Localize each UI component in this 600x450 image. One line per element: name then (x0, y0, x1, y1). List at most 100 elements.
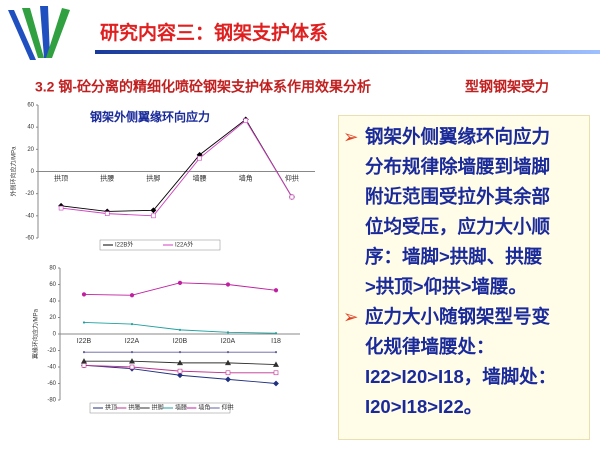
x-tick-label: 拱腰 (100, 173, 114, 182)
point (129, 364, 135, 370)
legend-box (89, 402, 231, 414)
point (243, 118, 249, 123)
header-bar (95, 50, 600, 54)
point (82, 321, 86, 324)
y-tick-label: 20 (27, 147, 34, 153)
series-line (61, 118, 293, 212)
text-line: 化规律墙腰处： (365, 336, 495, 357)
text-line: 序：墙脚>拱脚、拱腰 (365, 246, 543, 267)
y-tick-label: 40 (27, 125, 34, 131)
y-tick-label: 20 (49, 315, 56, 321)
x-tick-label: I22B (77, 338, 92, 345)
bullet-text: 钢架外侧翼缘环向应力 分布规律除墙腰到墙脚 附近范围受拉外其余部 位均受压，应力大小顺… (365, 122, 550, 302)
chart-bg (8, 95, 325, 256)
point (178, 328, 182, 331)
point (177, 368, 183, 374)
point (81, 363, 87, 368)
point (225, 282, 231, 287)
point (104, 211, 110, 216)
series-line (61, 119, 293, 217)
point (289, 194, 295, 200)
point (130, 323, 134, 326)
text-line: 应力大小随钢架型号变 (365, 306, 551, 327)
point (225, 370, 231, 376)
x-tick-label: I20A (221, 338, 236, 345)
point (273, 380, 279, 387)
y-tick-label: -40 (25, 213, 34, 219)
text-line: 钢架外侧翼缘环向应力 (365, 126, 551, 147)
point (224, 359, 232, 366)
y-tick-label: -60 (47, 381, 56, 387)
y-tick-label: 60 (27, 103, 34, 109)
point (150, 207, 157, 214)
point (130, 351, 134, 354)
x-tick-label: 墙角 (239, 173, 253, 182)
y-tick-label: 40 (49, 299, 56, 305)
y-axis-label: 翼缘环向应力/MPa (32, 308, 40, 359)
bullet-icon: ➢ (343, 126, 359, 147)
legend-label: 墙角 (198, 404, 210, 412)
text-line: >拱顶>仰拱>墙腰。 (365, 276, 527, 297)
bullet: ➢ 钢架外侧翼缘环向应力 分布规律除墙腰到墙脚 附近范围受拉外其余部 位均受压，应力大小… (343, 122, 585, 302)
y-tick-label: -60 (25, 236, 34, 242)
point (178, 351, 182, 354)
point (58, 205, 64, 211)
x-tick-label: 仰拱 (285, 173, 299, 182)
legend-label: I22B外 (115, 241, 133, 249)
bullet-text: 应力大小随钢架型号变 化规律墙腰处： I22>I20>I18，墙脚处： I20>I18… (365, 302, 556, 422)
y-tick-label: 0 (53, 332, 57, 338)
point (82, 351, 86, 354)
point (273, 288, 279, 293)
y-tick-label: -80 (47, 398, 56, 404)
point (274, 332, 278, 335)
chart-bg (30, 258, 310, 419)
legend-box (99, 239, 221, 251)
x-tick-label: 墙腰 (193, 173, 207, 182)
topic: 型钢钢架受力 (465, 79, 549, 95)
y-tick-label: -40 (47, 365, 56, 371)
text-box: ➢ 钢架外侧翼缘环向应力 分布规律除墙腰到墙脚 附近范围受拉外其余部 位均受压，应力大小… (338, 115, 590, 440)
point (274, 351, 278, 354)
text-line: 分布规律除墙腰到墙脚 (365, 156, 551, 177)
header-title: 研究内容三：钢架支护体系 (100, 21, 328, 44)
x-tick-label: I20B (173, 338, 188, 345)
y-tick-label: 60 (49, 282, 56, 288)
point (226, 331, 230, 334)
section-title: 3.2 钢-砼分离的精细化喷砼钢架支护体系作用效果分析 (35, 79, 371, 95)
point (129, 293, 135, 298)
bullet-icon: ➢ (343, 306, 359, 327)
annotation: 钢架外侧翼缘环向应力 (90, 109, 210, 124)
point (128, 358, 136, 364)
x-tick-label: I22A (125, 338, 140, 345)
y-tick-label: -20 (25, 191, 34, 197)
x-tick-label: 拱脚 (146, 173, 160, 182)
legend-label: 拱腰 (128, 404, 140, 412)
y-tick-label: -20 (47, 348, 56, 354)
point (81, 292, 87, 297)
point (273, 370, 279, 376)
text-line: I22>I20>I18，墙脚处： (365, 366, 557, 387)
point (272, 361, 280, 367)
y-tick-label: 0 (31, 169, 35, 175)
legend-label: 墙腰 (175, 404, 187, 412)
point (80, 358, 88, 364)
legend-label: I22A外 (175, 241, 193, 249)
point (225, 376, 231, 383)
legend-label: 仰拱 (222, 404, 234, 412)
text-line: 附近范围受拉外其余部 (365, 186, 551, 207)
text-line: 位均受压，应力大小顺 (365, 216, 551, 237)
y-axis-label: 外侧环向应力/MPa (10, 146, 18, 197)
legend-label: 拱顶 (105, 404, 117, 412)
logo (8, 6, 70, 60)
x-tick-label: I18 (271, 338, 281, 345)
bullet: ➢ 应力大小随钢架型号变 化规律墙腰处： I22>I20>I18，墙脚处： I20>I1… (343, 302, 585, 422)
point (151, 213, 156, 219)
legend-label: 拱脚 (152, 404, 164, 412)
point (226, 351, 230, 354)
point (177, 372, 183, 379)
point (197, 155, 202, 161)
point (176, 359, 184, 366)
x-tick-label: 拱顶 (54, 173, 68, 182)
